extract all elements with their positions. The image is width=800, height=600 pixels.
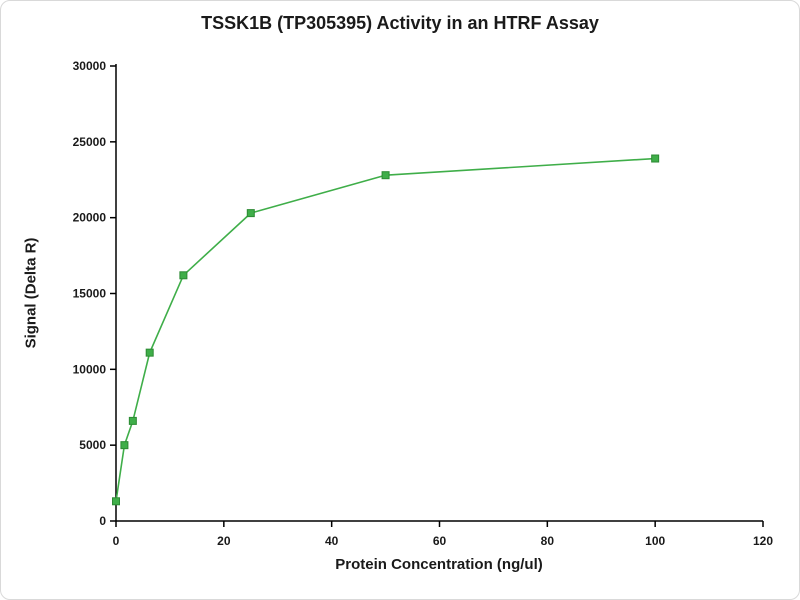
x-tick-label: 120 — [753, 534, 773, 548]
data-point-marker — [381, 171, 390, 180]
data-point-marker — [179, 271, 188, 280]
data-point-marker — [120, 441, 129, 450]
y-tick-label: 15000 — [73, 287, 107, 301]
y-tick-label: 5000 — [79, 438, 106, 452]
x-tick-label: 40 — [325, 534, 339, 548]
data-point-marker — [246, 209, 255, 218]
y-tick-label: 25000 — [73, 135, 107, 149]
data-point-marker — [651, 154, 660, 163]
y-tick-label: 20000 — [73, 211, 107, 225]
series-line — [115, 157, 656, 502]
x-axis-label: Protein Concentration (ng/ul) — [335, 556, 543, 573]
data-point-marker — [145, 348, 154, 357]
x-tick-label: 0 — [113, 534, 120, 548]
x-tick-label: 20 — [217, 534, 231, 548]
chart-title: TSSK1B (TP305395) Activity in an HTRF As… — [201, 13, 599, 33]
x-tick-label: 100 — [645, 534, 665, 548]
data-point-marker — [128, 416, 137, 425]
y-tick-label: 0 — [99, 514, 106, 528]
y-tick-label: 30000 — [73, 59, 107, 73]
x-tick-label: 60 — [433, 534, 447, 548]
x-tick-label: 80 — [541, 534, 555, 548]
y-tick-label: 10000 — [73, 362, 107, 376]
data-point-marker — [112, 497, 120, 506]
y-axis-label: Signal (Delta R) — [22, 237, 40, 349]
